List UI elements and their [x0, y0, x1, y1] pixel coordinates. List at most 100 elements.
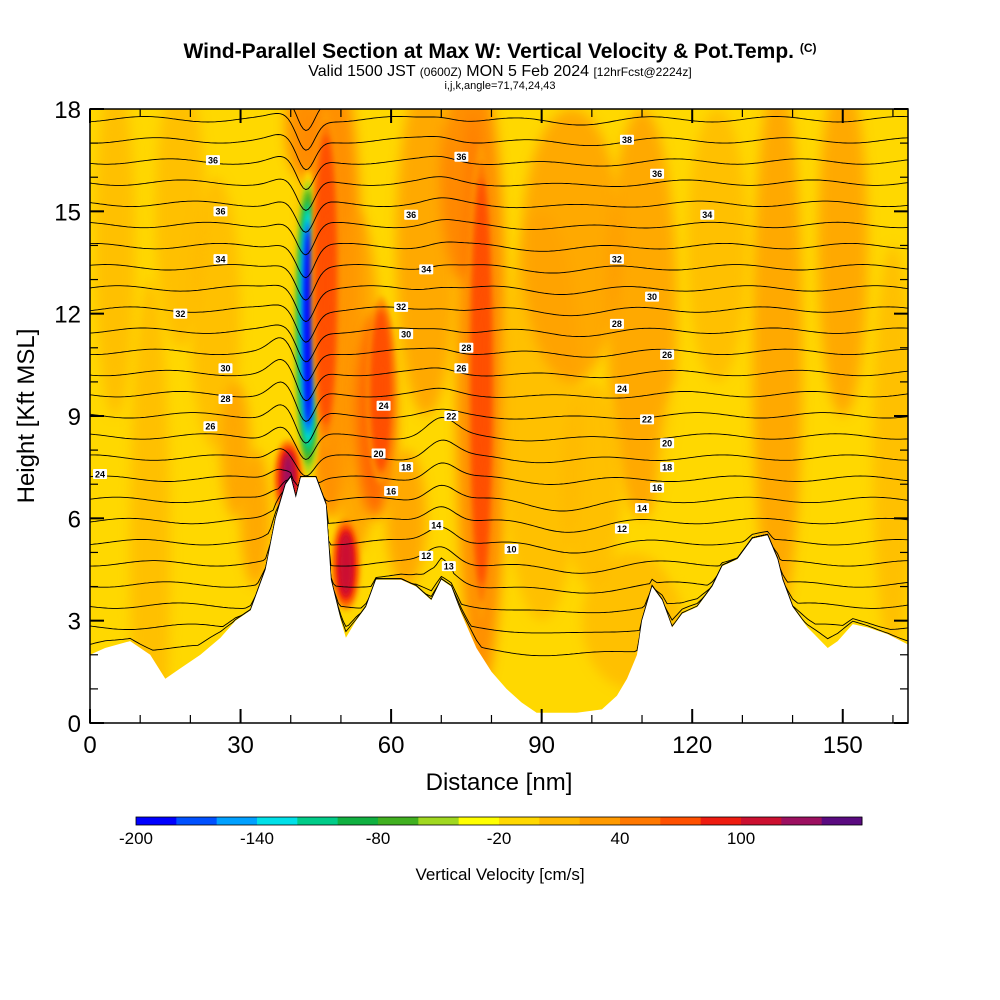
velocity-cell	[657, 381, 708, 587]
contour-label: 36	[205, 155, 220, 165]
velocity-cell	[95, 109, 136, 416]
pot-temp-contour	[90, 475, 908, 512]
contour-label: 32	[609, 254, 624, 264]
chart-header: Wind-Parallel Section at Max W: Vertical…	[0, 36, 1000, 92]
contour-label-text: 26	[205, 422, 215, 432]
colorbar-swatch	[458, 817, 500, 825]
velocity-level	[376, 331, 386, 450]
y-tick-label: 3	[68, 609, 81, 636]
y-tick-label: 15	[54, 199, 81, 226]
contour-label-text: 24	[617, 384, 627, 394]
pot-temp-contour	[90, 462, 908, 488]
contour-label: 28	[218, 393, 233, 404]
contour-label: 36	[454, 151, 469, 162]
contour-label-text: 26	[456, 364, 466, 374]
velocity-cell	[386, 450, 427, 587]
x-tick-label: 90	[528, 732, 555, 759]
pot-temp-contour	[90, 241, 908, 279]
contour-label: 34	[700, 209, 715, 220]
plot-area: 24 36 36 34 32 30 28 26 36 36 34 32 30 28 26 24 22 20 18 16…	[90, 109, 908, 723]
pot-temp-contour	[90, 304, 908, 343]
contour-label-text: 30	[647, 292, 657, 302]
contour-label: 20	[371, 448, 386, 459]
contour-label-text: 32	[175, 309, 185, 319]
colorbar-swatch	[660, 817, 702, 825]
contour-label-text: 18	[662, 462, 672, 472]
contour-label: 34	[213, 254, 228, 264]
contour-label-text: 36	[406, 210, 416, 220]
contour-label: 36	[404, 209, 419, 220]
pot-temp-contour	[90, 112, 908, 151]
contour-label-text: 36	[652, 169, 662, 179]
pot-temp-contour	[90, 324, 908, 363]
contour-label: 24	[614, 383, 629, 394]
colorbar-swatch	[176, 817, 218, 825]
x-tick-label: 30	[227, 732, 254, 759]
updraft-core	[311, 109, 340, 451]
x-tick-label: 120	[672, 732, 712, 759]
colorbar-tick-label: 40	[611, 829, 630, 848]
contour-label: 28	[609, 318, 624, 329]
x-axis: 0 30 60 90 120 150	[83, 109, 894, 759]
contour-label-text: 32	[612, 254, 622, 264]
pot-temp-contour	[90, 475, 908, 554]
x-tick-label: 60	[378, 732, 405, 759]
contour-label: 14	[635, 503, 650, 513]
contour-label: 38	[619, 134, 634, 145]
contour-label-text: 18	[401, 462, 411, 472]
y-tick-label: 18	[54, 97, 81, 124]
contour-labels: 24 36 36 34 32 30 28 26 36 36 34 32 30 28 26 24 22 20 18 16…	[93, 134, 715, 571]
colorbar-swatch	[781, 817, 823, 825]
pot-temp-contour	[90, 176, 908, 211]
contour-label-text: 22	[446, 411, 456, 421]
contour-label-text: 36	[208, 155, 218, 165]
contour-label-text: 13	[444, 561, 454, 571]
y-tick-label: 0	[68, 711, 81, 738]
contour-label: 36	[650, 168, 665, 179]
contour-label: 12	[419, 550, 434, 561]
velocity-cell	[285, 109, 316, 178]
updraft-core	[367, 296, 396, 485]
contour-label-text: 20	[662, 439, 672, 449]
contour-label-text: 10	[507, 544, 517, 554]
contour-label: 36	[213, 206, 228, 217]
colorbar-frame	[135, 816, 863, 826]
contour-label: 24	[376, 400, 391, 411]
contour-label: 30	[218, 363, 233, 374]
colorbar-label: Vertical Velocity [cm/s]	[415, 865, 584, 884]
velocity-cell	[130, 279, 171, 723]
velocity-cell	[155, 109, 206, 348]
contour-label: 18	[399, 462, 414, 472]
colorbar-swatch	[257, 817, 298, 825]
pot-temp-contour	[90, 475, 908, 574]
pot-temp-contour	[90, 284, 908, 323]
colorbar-swatch	[539, 817, 581, 825]
y-tick-label: 9	[68, 404, 81, 431]
colorbar-tick-label: 100	[727, 829, 755, 848]
contour-label-text: 36	[215, 207, 225, 217]
pot-temp-contour	[90, 359, 908, 402]
pot-temp-contours	[90, 109, 908, 657]
contour-label-text: 34	[702, 210, 712, 220]
pot-temp-contour	[90, 264, 908, 301]
colorbar-tick-label: -20	[487, 829, 512, 848]
contour-label-text: 14	[431, 520, 441, 530]
colorbar-swatch	[499, 817, 540, 825]
contour-label-text: 26	[662, 350, 672, 360]
contour-label: 28	[459, 342, 474, 353]
copyright-mark: (C)	[799, 41, 817, 55]
contour-label-text: 36	[456, 152, 466, 162]
contour-label: 30	[399, 329, 414, 339]
velocity-cell	[817, 109, 868, 416]
contour-label-text: 12	[617, 524, 627, 534]
contour-label-text: 22	[642, 415, 652, 425]
y-tick-label: 6	[68, 506, 81, 533]
colorbar-swatch	[700, 817, 742, 825]
x-axis-label: Distance [nm]	[426, 769, 573, 796]
velocity-cell	[872, 245, 908, 655]
contour-label: 22	[444, 411, 459, 421]
contour-label: 26	[660, 349, 675, 360]
contour-label-text: 24	[95, 469, 105, 479]
contour-label: 26	[203, 421, 218, 432]
